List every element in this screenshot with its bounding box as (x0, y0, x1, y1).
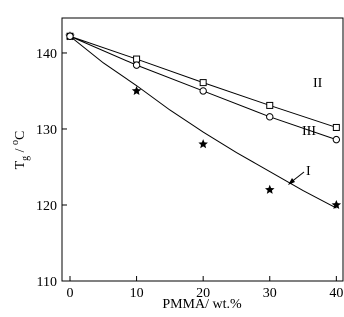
circle-marker (332, 135, 341, 144)
y-tick-label: 130 (36, 123, 57, 138)
x-axis-label: PMMA/ wt.% (162, 297, 242, 312)
square-marker (133, 55, 141, 63)
series-label: I (306, 164, 311, 179)
x-tick-label: 40 (329, 286, 343, 301)
y-axis-label: Tg / oC (10, 131, 31, 170)
square-marker (266, 101, 274, 109)
y-label-unit: C (13, 131, 28, 140)
circle-marker (199, 87, 207, 95)
series-label: III (302, 124, 316, 139)
y-label-main: T (13, 160, 28, 169)
square-marker (332, 123, 340, 131)
x-tick-label: 30 (263, 286, 277, 301)
y-label-sub: g (20, 156, 31, 161)
y-tick-label: 110 (37, 275, 57, 290)
circle-marker (132, 61, 141, 69)
star-marker (264, 184, 275, 194)
x-tick-label: 10 (130, 286, 144, 301)
star-marker (198, 139, 208, 149)
circle-marker (66, 32, 74, 40)
fit-curve (69, 35, 337, 209)
x-tick-label: 20 (196, 286, 210, 301)
square-marker (199, 79, 207, 87)
y-label-sep: / (13, 145, 28, 156)
star-marker (131, 85, 142, 96)
series-label: II (313, 76, 323, 91)
y-tick-label: 140 (36, 47, 57, 62)
y-label-sup: o (10, 140, 21, 145)
star-marker (331, 199, 342, 210)
y-tick-label: 120 (36, 199, 57, 214)
x-tick-label: 0 (66, 286, 73, 301)
plot-frame (61, 17, 344, 282)
circle-marker (266, 113, 274, 121)
